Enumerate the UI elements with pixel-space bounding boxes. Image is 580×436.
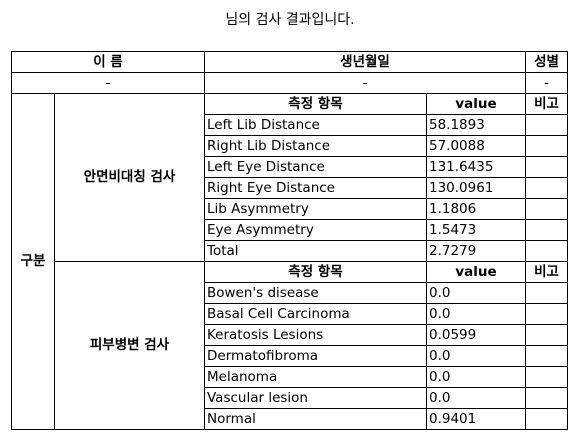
table-row: Bowen's disease 0.0 <box>12 282 568 304</box>
measure-item: Keratosis Lesions <box>204 324 427 346</box>
info-row: - - - <box>11 72 568 94</box>
column-header-value: value <box>426 261 526 283</box>
header-row: 이 름 생년월일 성별 <box>11 51 568 73</box>
measure-item: Basal Cell Carcinoma <box>204 303 427 325</box>
table-row: Eye Asymmetry 1.5473 <box>12 219 568 241</box>
measure-note <box>525 156 568 178</box>
measure-note <box>525 282 568 304</box>
column-header-value: value <box>426 93 526 115</box>
measure-item: Bowen's disease <box>204 282 427 304</box>
table-row: Vascular lesion 0.0 <box>12 387 568 409</box>
measure-note <box>525 135 568 157</box>
measure-note <box>525 324 568 346</box>
column-header-item: 측정 항목 <box>204 93 427 115</box>
measure-value: 57.0088 <box>426 135 526 157</box>
table-row: Dermatofibroma 0.0 <box>12 345 568 367</box>
name-value: - <box>11 72 205 94</box>
page-title: 님의 검사 결과입니다. <box>225 12 355 28</box>
section-header-row: 피부병변 검사 측정 항목 value 비고 <box>12 261 568 430</box>
measure-value: 0.0 <box>426 387 526 409</box>
measure-note <box>525 177 568 199</box>
measure-value: 0.0 <box>426 366 526 388</box>
measure-item: Right Lib Distance <box>204 135 427 157</box>
result-table: 이 름 생년월일 성별 - - - 구분 안면비대칭 검사 측정 항목 value 비고… <box>11 51 568 430</box>
measure-note <box>525 219 568 241</box>
gender-value: - <box>525 72 568 94</box>
section-name: 피부병변 검사 <box>54 261 205 430</box>
measure-item: Normal <box>204 408 427 430</box>
measure-value: 0.0 <box>426 345 526 367</box>
name-header: 이 름 <box>11 51 205 73</box>
measure-value: 130.0961 <box>426 177 526 199</box>
column-header-note: 비고 <box>525 93 568 115</box>
measure-value: 1.5473 <box>426 219 526 241</box>
measure-item: Left Eye Distance <box>204 156 427 178</box>
measure-item: Total <box>204 240 427 262</box>
measure-note <box>525 366 568 388</box>
birth-value: - <box>204 72 526 94</box>
column-header-item: 측정 항목 <box>204 261 427 283</box>
table-row: Normal 0.9401 <box>12 408 568 430</box>
measure-value: 58.1893 <box>426 114 526 136</box>
measure-value: 0.0 <box>426 282 526 304</box>
section-header-row: 구분 안면비대칭 검사 측정 항목 value 비고 <box>11 93 568 430</box>
measure-note <box>525 114 568 136</box>
table-row: Basal Cell Carcinoma 0.0 <box>12 303 568 325</box>
measure-note <box>525 345 568 367</box>
measure-item: Left Lib Distance <box>204 114 427 136</box>
measure-item: Melanoma <box>204 366 427 388</box>
section-name: 안면비대칭 검사 <box>54 93 205 262</box>
table-row: Left Lib Distance 58.1893 <box>12 114 568 136</box>
measure-note <box>525 303 568 325</box>
table-row: Melanoma 0.0 <box>12 366 568 388</box>
measure-item: Eye Asymmetry <box>204 219 427 241</box>
measure-item: Lib Asymmetry <box>204 198 427 220</box>
measure-item: Right Eye Distance <box>204 177 427 199</box>
measure-value: 0.0599 <box>426 324 526 346</box>
measure-value: 0.9401 <box>426 408 526 430</box>
measure-note <box>525 240 568 262</box>
measure-value: 131.6435 <box>426 156 526 178</box>
category-label: 구분 <box>11 93 55 430</box>
table-row: Lib Asymmetry 1.1806 <box>12 198 568 220</box>
measure-item: Dermatofibroma <box>204 345 427 367</box>
column-header-note: 비고 <box>525 261 568 283</box>
measure-note <box>525 198 568 220</box>
measure-item: Vascular lesion <box>204 387 427 409</box>
table-row: Keratosis Lesions 0.0599 <box>12 324 568 346</box>
measure-value: 2.7279 <box>426 240 526 262</box>
measure-note <box>525 408 568 430</box>
measure-value: 0.0 <box>426 303 526 325</box>
table-row: Right Lib Distance 57.0088 <box>12 135 568 157</box>
gender-header: 성별 <box>525 51 568 73</box>
measure-value: 1.1806 <box>426 198 526 220</box>
birth-header: 생년월일 <box>204 51 526 73</box>
measure-note <box>525 387 568 409</box>
